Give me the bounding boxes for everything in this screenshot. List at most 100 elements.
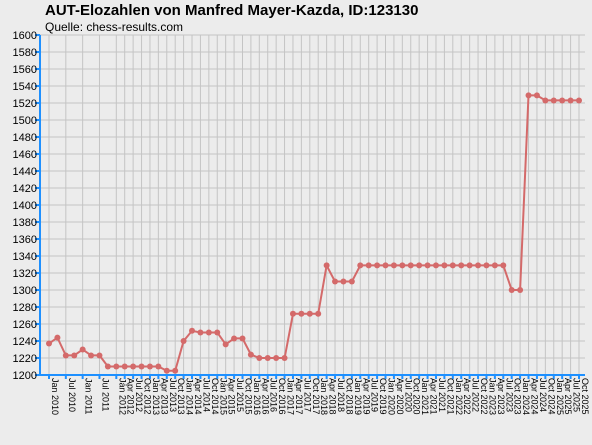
- data-point: [231, 335, 238, 342]
- data-point: [491, 262, 498, 269]
- data-point: [113, 363, 120, 370]
- y-tick-label: 1520: [13, 98, 37, 110]
- x-tick-label: Apr 2014: [193, 378, 203, 415]
- data-point: [214, 329, 221, 336]
- data-point: [407, 262, 414, 269]
- x-tick-label: Apr 2012: [126, 378, 136, 415]
- x-tick-label: Jul 2015: [235, 378, 245, 412]
- x-tick-label: Oct 2024: [546, 378, 556, 415]
- y-tick-label: 1440: [13, 166, 37, 178]
- x-tick-label: Oct 2022: [479, 378, 489, 415]
- y-tick-label: 1580: [13, 47, 37, 59]
- data-point: [264, 355, 271, 361]
- data-point: [475, 262, 482, 269]
- x-tick-label: Oct 2021: [445, 378, 455, 415]
- x-tick-label: Oct 2025: [580, 378, 590, 415]
- data-point: [332, 278, 339, 285]
- x-tick-label: Apr 2013: [159, 378, 169, 415]
- data-point: [96, 352, 103, 359]
- x-tick-label: Jul 2016: [269, 378, 279, 412]
- y-tick-label: 1300: [13, 285, 37, 297]
- x-tick-label: Jul 2010: [67, 378, 77, 412]
- data-point: [88, 352, 95, 359]
- x-tick-label: Apr 2021: [429, 378, 439, 415]
- data-point: [281, 355, 288, 361]
- x-tick-label: Jan 2010: [50, 378, 60, 415]
- y-tick-label: 1460: [13, 149, 37, 161]
- data-point: [576, 97, 582, 104]
- axes: [35, 34, 585, 379]
- y-tick-label: 1400: [13, 200, 37, 212]
- x-tick-label: Jan 2016: [252, 378, 262, 415]
- data-point: [315, 310, 322, 317]
- data-point: [357, 262, 364, 269]
- x-tick-label: Apr 2020: [395, 378, 405, 415]
- y-tick-label: 1600: [13, 30, 37, 42]
- x-tick-label: Jul 2018: [336, 378, 346, 412]
- data-point: [189, 327, 196, 334]
- x-tick-label: Jan 2017: [286, 378, 296, 415]
- series-elo: [46, 92, 582, 374]
- x-tick-label: Jan 2013: [151, 378, 161, 415]
- data-point: [390, 262, 397, 269]
- grid: [40, 34, 585, 376]
- x-tick-label: Jul 2011: [100, 378, 110, 411]
- data-point: [62, 352, 69, 359]
- data-point: [289, 310, 296, 317]
- y-tick-label: 1480: [13, 132, 37, 144]
- x-tick-label: Oct 2019: [378, 378, 388, 415]
- data-point: [550, 97, 557, 104]
- x-tick-label: Jul 2024: [538, 378, 548, 412]
- x-tick-label: Jan 2019: [353, 378, 363, 415]
- data-point: [567, 97, 574, 104]
- data-point: [180, 338, 187, 344]
- x-tick-label: Oct 2012: [143, 378, 153, 415]
- y-tick-labels: 1200 1220 1240 1260 1280 1300 1320 1340 1360 1380…: [13, 30, 37, 382]
- y-tick-label: 1260: [13, 319, 37, 331]
- x-tick-label: Jan 2023: [487, 378, 497, 415]
- y-tick-label: 1320: [13, 268, 37, 280]
- x-tick-label: Jul 2020: [403, 378, 413, 412]
- chart-subtitle: Quelle: chess-results.com: [45, 20, 184, 34]
- data-point: [432, 262, 439, 269]
- data-point: [458, 262, 465, 269]
- x-tick-label: Oct 2018: [344, 378, 354, 415]
- data-point: [130, 363, 137, 370]
- data-point: [205, 329, 212, 336]
- x-tick-label: Jan 2014: [185, 378, 195, 415]
- y-tick-label: 1200: [13, 370, 37, 382]
- y-tick-label: 1500: [13, 115, 37, 127]
- data-point: [146, 363, 153, 370]
- data-point: [256, 355, 263, 361]
- data-point: [424, 262, 431, 269]
- data-point: [466, 262, 473, 269]
- chart-title: AUT-Elozahlen von Manfred Mayer-Kazda, I…: [45, 2, 419, 19]
- x-tick-label: Oct 2014: [210, 378, 220, 415]
- x-tick-label: Jul 2022: [471, 378, 481, 412]
- x-tick-label: Jul 2025: [572, 378, 582, 412]
- data-point: [247, 351, 254, 358]
- x-tick-label: Jan 2012: [117, 378, 127, 415]
- x-tick-label: Jul 2019: [370, 378, 380, 412]
- x-tick-label: Jul 2021: [437, 378, 447, 412]
- y-tick-label: 1360: [13, 234, 37, 246]
- x-tick-label: Apr 2015: [227, 378, 237, 415]
- y-tick-label: 1540: [13, 81, 37, 93]
- data-point: [559, 97, 566, 104]
- data-point: [374, 262, 381, 269]
- data-point: [533, 92, 540, 99]
- y-tick-label: 1340: [13, 251, 37, 263]
- data-point: [71, 352, 78, 359]
- y-tick-label: 1220: [13, 353, 37, 365]
- data-point: [298, 310, 305, 317]
- x-tick-label: Oct 2023: [513, 378, 523, 415]
- data-point: [399, 262, 406, 269]
- data-point: [121, 363, 128, 370]
- x-tick-label: Apr 2019: [361, 378, 371, 415]
- x-tick-label: Apr 2016: [260, 378, 270, 415]
- data-point: [79, 346, 86, 353]
- x-tick-labels: Jan 2010 Jul 2010 Jan 2011 Jul 2011 Jan 2012…: [50, 378, 590, 415]
- data-point: [222, 341, 229, 348]
- data-point: [197, 329, 204, 336]
- y-tick-label: 1380: [13, 217, 37, 229]
